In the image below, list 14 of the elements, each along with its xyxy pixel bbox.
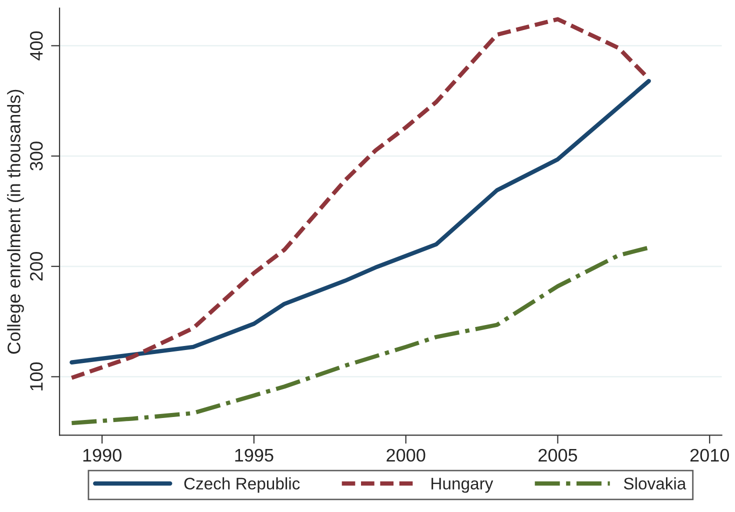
y-axis-title: College enrolment (in thousands) [7,90,24,354]
legend-label: Czech Republic [184,477,300,493]
y-tick-label: 400 [30,31,43,60]
x-tick-label: 1995 [235,448,274,462]
line-series [70,78,651,364]
y-tick-label: 100 [30,362,43,390]
legend-label: Slovakia [624,477,686,490]
x-tick-label: 2005 [538,448,578,462]
y-tick-label: 200 [30,252,43,281]
x-tick-label: 1990 [83,448,122,462]
y-tick-label: 300 [30,142,43,170]
x-tick-label: 2000 [386,448,426,462]
x-tick-label: 2010 [690,448,729,462]
legend-label: Hungary [432,478,494,493]
